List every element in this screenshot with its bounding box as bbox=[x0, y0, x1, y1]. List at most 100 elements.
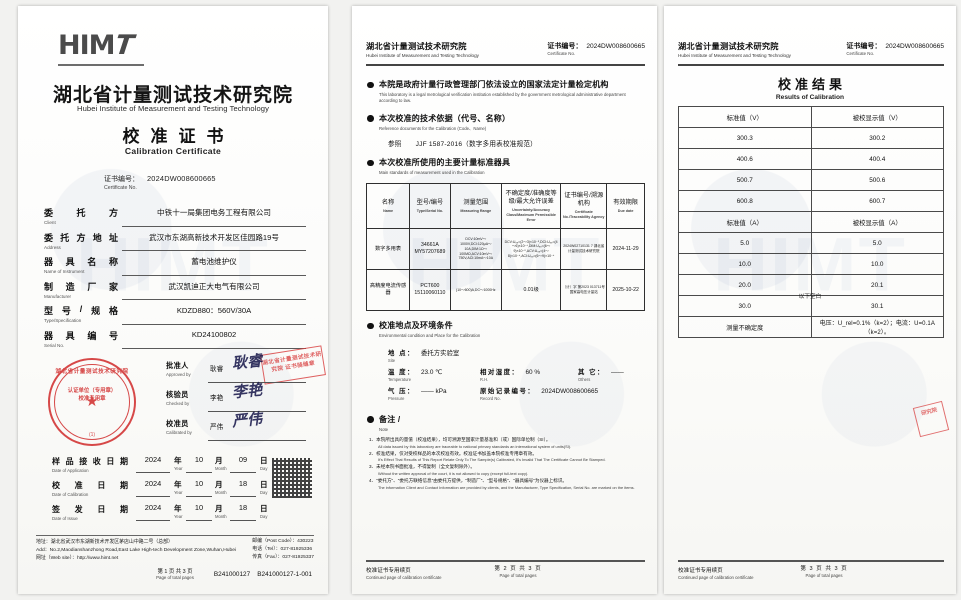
dates-block: 样品接收日期 Date of Application 2024 年 Year 1… bbox=[52, 454, 302, 526]
std-cell-name-1: 数字多用表 bbox=[365, 228, 411, 271]
client-fields: 委托方 Client 中铁十一局集团电务工程有限公司 委托方地址 Address… bbox=[44, 204, 306, 351]
date-unit-year: 年 bbox=[174, 456, 182, 465]
field-label-en-manufacturer: Manufacturer bbox=[44, 293, 72, 299]
note-1-cn: 1．本院所出具的量值（校准结果），均可溯源至国家计量基准和（或）国际单位制（SI… bbox=[369, 436, 551, 442]
footer-address-cn: 地址：湖北省武汉市东湖新技术开发区茅店山中路二号（总部） bbox=[36, 539, 173, 545]
note-3-en: Without the written approval of the cour… bbox=[378, 471, 529, 477]
certificate-page-1: HIMT HIMT 湖北省计量测试技术研究院 Hubei Institute o… bbox=[18, 6, 328, 594]
standards-table-row: 数字多用表 34661A MY57207689 DCV:10mV～1000V,D… bbox=[365, 228, 645, 271]
results-title-cn: 校准结果 bbox=[777, 77, 846, 92]
reference-docs-cn: 本次校准的技术依据（代号、名称） bbox=[379, 113, 511, 123]
official-red-seal: 湖北省计量测试技术研究院 ★ 认证单位（专用章） 校准专用章 (1) bbox=[48, 358, 136, 446]
signature-label-calibrated: 校准员 bbox=[166, 419, 189, 428]
note-4-en: The information Client and Contact Infor… bbox=[378, 484, 635, 490]
std-cell-due-1: 2024-11-29 bbox=[606, 228, 645, 271]
std-cell-cert-1: 2024W02710131 7 湖北省计量测试技术研究院 bbox=[560, 228, 608, 271]
table-row: 300.3 300.2 bbox=[678, 127, 944, 149]
field-value-address: 武汉市东湖高新技术开发区佳园路19号 bbox=[149, 232, 279, 242]
seal-arc-text: 湖北省计量测试技术研究院 bbox=[55, 369, 129, 375]
current-standard-2: 10.0 bbox=[678, 253, 812, 275]
footer-record-numbers: B241000127 B241000127-1-001 bbox=[214, 571, 312, 578]
note-2-cn: 2．校准结果，仅对受校样品的本次校准有效。校准证书加盖本院校准专用章有效。 bbox=[369, 450, 537, 456]
main-standards-cn: 本次校准所使用的主要计量标准器具 bbox=[379, 158, 511, 168]
page2-footer: 校准证书专用续页 Continued page of calibration c… bbox=[366, 560, 645, 580]
env-label-en-others: Others bbox=[578, 376, 591, 382]
current-standard-1: 5.0 bbox=[678, 232, 812, 254]
date-year-issue: 2024 bbox=[144, 503, 162, 512]
date-unit-month-en-3: Month bbox=[215, 514, 227, 519]
std-col-uncertainty-cn: 不确定度/准确度等级/最大允许误差 bbox=[505, 189, 557, 205]
page3-org-cn: 湖北省计量测试技术研究院 bbox=[678, 42, 779, 51]
signature-label-approved: 批准人 bbox=[166, 361, 189, 370]
results-current-header-row: 标准值（A） 被校显示值（A） bbox=[678, 211, 944, 233]
signature-label-checked: 核验员 bbox=[166, 390, 189, 399]
page3-footer-page-en: Page of total pages bbox=[805, 573, 843, 579]
date-unit-day-en-3: Day bbox=[260, 514, 268, 519]
footer-record-no-left: B241000127 bbox=[213, 571, 251, 578]
std-cell-uncert-2: 0.01级 bbox=[500, 269, 562, 312]
date-unit-year-en-3: Year bbox=[174, 514, 183, 519]
date-unit-month-2: 月 bbox=[215, 480, 223, 489]
std-col-cert-en: Certificate No./Traceability Agency bbox=[563, 210, 605, 220]
std-col-name-cn: 名称 bbox=[381, 198, 395, 206]
env-value-site: 委托方实验室 bbox=[420, 349, 460, 357]
env-value-record-no: 2024DW008600665 bbox=[541, 387, 599, 395]
std-col-uncertainty-en: Uncertainty/Accuracy Class/Maximum Permi… bbox=[506, 208, 556, 222]
std-cell-serial-2: 15110060110 bbox=[414, 290, 446, 297]
section-note: 备注 / Note bbox=[366, 414, 645, 433]
env-label-en-site: Site bbox=[388, 357, 396, 363]
date-label-en-calibration: Date of Calibration bbox=[52, 492, 89, 497]
current-measured-header: 被校显示值（A） bbox=[810, 211, 944, 233]
page3-cert-no: 2024DW008600665 bbox=[885, 43, 944, 50]
std-cell-typeno-1: 34661A bbox=[420, 242, 439, 249]
note-1-en: All data issued by this laboratory are t… bbox=[378, 443, 572, 449]
std-col-range-cn: 测量范围 bbox=[463, 198, 489, 206]
certificate-number-label: 证书编号： bbox=[104, 176, 139, 183]
env-label-pressure: 气 压： bbox=[388, 387, 415, 395]
date-unit-day-en-2: Day bbox=[260, 490, 268, 495]
organization-name-en: Hubei Institute of Measurement and Testi… bbox=[76, 104, 270, 113]
field-row-address: 委托方地址 Address 武汉市东湖高新技术开发区佳园路19号 bbox=[44, 229, 306, 254]
signature-label-en-approved: Approved by bbox=[166, 372, 191, 377]
results-voltage-header-row: 标准值（V） 被校显示值（V） bbox=[678, 106, 944, 128]
certificate-number-label-en: Certificate No. bbox=[104, 185, 137, 191]
field-label-en-type-spec: Type/Specification bbox=[44, 318, 82, 323]
env-row-pressure-record: 气 压： —— kPa Pressure 原始记录编号： 2024DW0086006… bbox=[388, 386, 645, 405]
standards-table-header-row: 名称 Name 型号/编号 Type/Serial No. 测量范围 Measu… bbox=[365, 183, 645, 230]
page2-org-en: Hubei Institute of Measurement and Testi… bbox=[366, 53, 479, 58]
env-label-others: 其 它： bbox=[578, 368, 605, 376]
field-row-type-spec: 型号 / 规格 Type/Specification KDZD880：560V/30… bbox=[44, 302, 306, 327]
std-col-uncertainty: 不确定度/准确度等级/最大允许误差 Uncertainty/Accuracy C… bbox=[500, 183, 562, 230]
table-row: 5.0 5.0 bbox=[678, 232, 944, 254]
env-value-humidity: 60 % bbox=[525, 368, 541, 376]
reference-docs-en: Reference documents for the Calibration … bbox=[379, 125, 487, 131]
voltage-standard-2: 400.6 bbox=[678, 148, 812, 170]
standards-table-row: 高精度电流传感器 PCT600 15110060110 (10～600)A,DC… bbox=[365, 269, 645, 312]
certificate-page-3: HIMT 湖北省计量测试技术研究院 Hubei Institute of Mea… bbox=[664, 6, 956, 594]
env-row-site: 地 点： 委托方实验室 Site bbox=[388, 348, 645, 367]
logo-underline bbox=[58, 64, 144, 66]
signature-label-en-checked: Checked by bbox=[166, 401, 190, 406]
date-month-application: 10 bbox=[194, 455, 204, 464]
field-value-client: 中铁十一局集团电务工程有限公司 bbox=[157, 208, 271, 217]
field-label-en-instrument: Name of Instrument bbox=[44, 269, 85, 274]
section-legal-status: 本院是政府计量行政管理部门依法设立的国家法定计量检定机构 This labora… bbox=[366, 79, 645, 104]
field-value-type-spec: KDZD880：560V/30A bbox=[176, 306, 252, 315]
field-label-en-serial: Serial No. bbox=[44, 342, 65, 348]
page3-header-rule bbox=[678, 64, 944, 66]
field-row-client: 委托方 Client 中铁十一局集团电务工程有限公司 bbox=[44, 204, 306, 229]
std-cell-uncert-text-1: DCV:U₉₉=(2～3)×10⁻⁵,DCI:U₉₉=(4～6)×10⁻⁴,DI… bbox=[504, 239, 558, 258]
std-col-name: 名称 Name bbox=[365, 183, 411, 230]
env-label-temperature: 温 度： bbox=[388, 368, 415, 376]
field-row-serial: 器具编号 Serial No. KD24100802 bbox=[44, 327, 306, 352]
note-item: 1．本院所出具的量值（校准结果），均可溯源至国家计量基准和（或）国际单位制（SI… bbox=[369, 437, 645, 450]
table-row: 600.8 600.7 bbox=[678, 190, 944, 212]
page3-org-en: Hubei Institute of Measurement and Testi… bbox=[678, 53, 791, 58]
field-label-en-address: Address bbox=[44, 244, 61, 250]
table-row: 500.7 500.6 bbox=[678, 169, 944, 191]
std-col-type-en: Type/Serial No. bbox=[416, 208, 444, 213]
page3-cert-label-en: Certificate No. bbox=[846, 51, 875, 56]
field-row-manufacturer: 制造厂家 Manufacturer 武汉凯迪正大电气有限公司 bbox=[44, 278, 306, 303]
page2-header-rule bbox=[366, 64, 645, 66]
date-unit-day-3: 日 bbox=[260, 504, 268, 513]
